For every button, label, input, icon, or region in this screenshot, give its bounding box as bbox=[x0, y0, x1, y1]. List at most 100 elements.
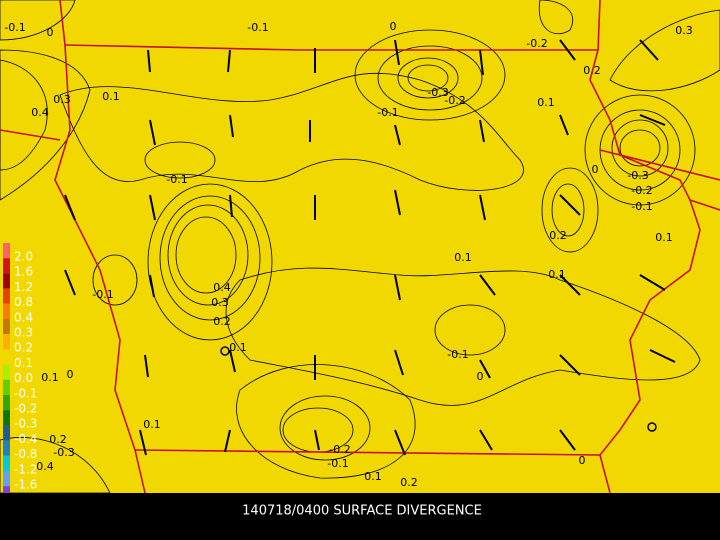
contour-label: 0.1 bbox=[229, 341, 247, 354]
field bbox=[159, 195, 261, 321]
field bbox=[354, 29, 506, 121]
field bbox=[397, 57, 459, 99]
field bbox=[144, 141, 216, 179]
contour-label: 0.4 bbox=[36, 460, 54, 473]
field bbox=[147, 183, 273, 341]
legend-swatch bbox=[3, 303, 10, 319]
legend-label: -0.3 bbox=[14, 417, 37, 431]
field bbox=[92, 254, 138, 306]
contour-label: -0.1 bbox=[92, 288, 113, 301]
contour-label: 0.1 bbox=[102, 90, 120, 103]
field bbox=[0, 59, 48, 171]
contour-label: 0.3 bbox=[675, 24, 693, 37]
legend-label: 0.1 bbox=[14, 356, 33, 370]
legend-swatch bbox=[3, 410, 10, 426]
background bbox=[0, 0, 720, 493]
contour-label: -0.1 bbox=[631, 200, 652, 213]
field bbox=[407, 64, 449, 92]
contour-label: 0 bbox=[592, 163, 599, 176]
contour-label: 0.1 bbox=[143, 418, 161, 431]
contour-label: 0.4 bbox=[31, 106, 49, 119]
contour-label: 0.1 bbox=[537, 96, 555, 109]
contour-label: 0.2 bbox=[400, 476, 418, 489]
legend-label: 1.2 bbox=[14, 280, 33, 294]
legend-label: -1.6 bbox=[14, 478, 37, 492]
field bbox=[619, 129, 661, 167]
contour-label: -0.2 bbox=[631, 184, 652, 197]
contour-label: 0.1 bbox=[454, 251, 472, 264]
legend-swatch bbox=[3, 349, 10, 365]
field bbox=[279, 395, 371, 461]
legend-swatch bbox=[3, 258, 10, 274]
contour-label: 0.3 bbox=[53, 93, 71, 106]
field bbox=[0, 49, 91, 201]
contour-label: 0.2 bbox=[583, 64, 601, 77]
contour-labels: -0.1 0 -0.1 0-0.20.30.20.30.40.1 -0.3-0.2 0.1… bbox=[4, 20, 692, 489]
contour-label: -0.1 bbox=[327, 457, 348, 470]
field bbox=[377, 45, 483, 111]
field bbox=[0, 0, 76, 41]
field bbox=[584, 94, 696, 206]
legend-label: 0.2 bbox=[14, 341, 33, 355]
contour-label: -0.3 bbox=[53, 446, 74, 459]
contour-label: -0.2 bbox=[444, 94, 465, 107]
contour-label: 0 bbox=[47, 26, 54, 39]
contour-label: -0.1 bbox=[247, 21, 268, 34]
contour-label: 0.3 bbox=[211, 296, 229, 309]
contour-label: 0.1 bbox=[41, 371, 59, 384]
legend-swatch bbox=[3, 319, 10, 335]
contour-label: -0.2 bbox=[526, 37, 547, 50]
legend-label: 2.0 bbox=[14, 250, 33, 264]
field bbox=[541, 167, 599, 253]
field bbox=[0, 437, 111, 494]
wind-barbs bbox=[64, 39, 676, 456]
contour-label: -0.1 bbox=[166, 173, 187, 186]
contour-label: -0.1 bbox=[4, 21, 25, 34]
legend-swatch bbox=[3, 288, 10, 304]
title: 140718/0400 SURFACE DIVERGENCE bbox=[242, 504, 482, 519]
legend-label: 1.6 bbox=[14, 265, 33, 279]
legend-label: -1.2 bbox=[14, 462, 37, 476]
field bbox=[538, 0, 573, 35]
contour-label: -0.1 bbox=[447, 348, 468, 361]
contour-label: 0.1 bbox=[655, 231, 673, 244]
contour-label: 0 bbox=[390, 20, 397, 33]
field bbox=[167, 204, 249, 306]
contour-label: 0 bbox=[579, 454, 586, 467]
contour-label: 0.2 bbox=[49, 433, 67, 446]
field bbox=[59, 72, 524, 191]
legend-swatch bbox=[3, 471, 10, 487]
legend-label: 0.0 bbox=[14, 371, 33, 385]
contour-label: -0.2 bbox=[329, 443, 350, 456]
contour-label: 0 bbox=[477, 370, 484, 383]
footer bbox=[0, 493, 720, 540]
field bbox=[609, 9, 720, 92]
field bbox=[434, 304, 506, 356]
contour-label: 0.2 bbox=[213, 315, 231, 328]
contour-label: 0.1 bbox=[548, 268, 566, 281]
state-borders bbox=[0, 0, 720, 494]
field bbox=[175, 216, 237, 294]
contour-label: 0.4 bbox=[213, 281, 231, 294]
legend-label: -0.1 bbox=[14, 386, 37, 400]
legend-label: -0.4 bbox=[14, 432, 37, 446]
legend-swatch bbox=[3, 425, 10, 441]
legend-label: 0.4 bbox=[14, 310, 33, 324]
legend-swatch bbox=[3, 243, 10, 259]
contour-label: 0 bbox=[67, 368, 74, 381]
legend-swatch bbox=[3, 379, 10, 395]
field bbox=[611, 119, 669, 177]
legend-swatch bbox=[3, 273, 10, 289]
field bbox=[551, 183, 585, 237]
legend-swatch bbox=[3, 334, 10, 350]
legend-label: -0.8 bbox=[14, 447, 37, 461]
legend-swatch bbox=[3, 395, 10, 411]
legend-label: 0.3 bbox=[14, 326, 33, 340]
contour-label: 0.1 bbox=[364, 470, 382, 483]
legend: 2.01.61.20.80.40.30.20.10.0-0.1-0.2-0.3-… bbox=[3, 243, 37, 507]
contour-label: -0.1 bbox=[377, 106, 398, 119]
contour-label: -0.3 bbox=[427, 86, 448, 99]
legend-swatch bbox=[3, 440, 10, 456]
